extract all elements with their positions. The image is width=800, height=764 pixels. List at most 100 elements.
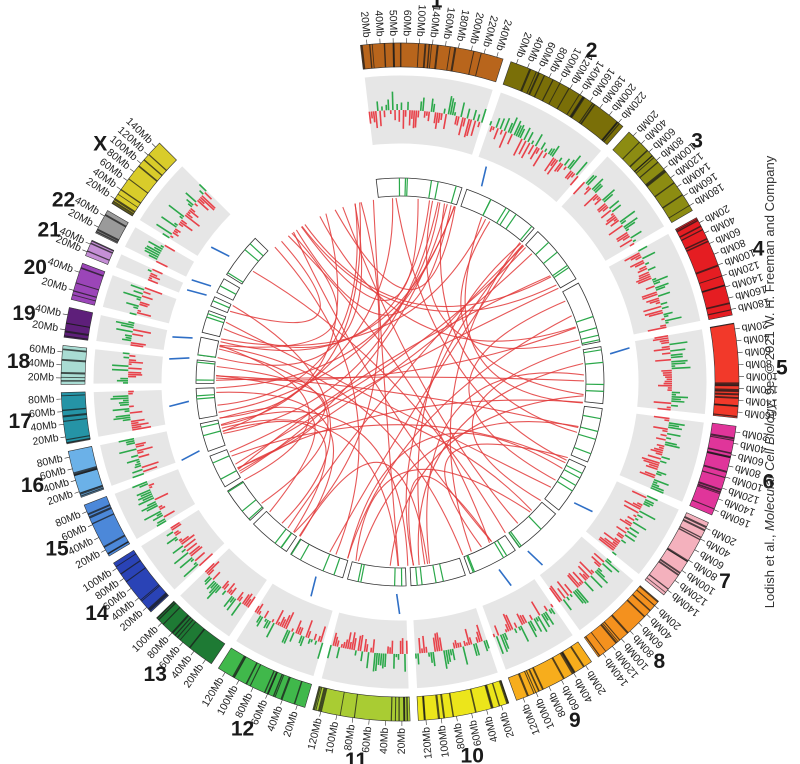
tick-label: 60Mb [737, 451, 765, 468]
cn-bar [583, 187, 592, 196]
cn-bar [460, 102, 466, 118]
cytoband [120, 559, 141, 575]
cytoband [528, 72, 540, 96]
cn-bar [637, 277, 652, 285]
cytoband [148, 153, 167, 171]
cytoband [428, 44, 433, 69]
inner-mark [212, 300, 230, 309]
cn-bar [136, 298, 141, 301]
tick-mark [700, 538, 706, 542]
tick-mark [82, 511, 87, 514]
cn-bar [120, 324, 134, 329]
inner-mark [357, 563, 363, 582]
chr-label-X: X [93, 133, 107, 156]
cn-bar [454, 115, 458, 125]
cn-bar [366, 652, 370, 669]
cn-bar [477, 121, 481, 128]
tick-mark [640, 139, 645, 145]
cn-bar [370, 111, 373, 119]
chr-label-14: 14 [85, 602, 109, 625]
cytoband [666, 547, 689, 562]
cn-bar [495, 636, 504, 655]
tick-mark [85, 241, 91, 245]
cn-bar [513, 628, 518, 634]
cytoband [73, 466, 97, 475]
tick-labels: 20Mb 40Mb 50Mb 60Mb 100Mb 140Mb160Mb180Mb200M… [28, 4, 779, 759]
cn-bar [442, 113, 448, 130]
cytoband [157, 602, 177, 621]
cn-bar [519, 128, 526, 139]
cn-bar [119, 448, 137, 455]
cn-bar [669, 341, 688, 346]
cytoband [635, 157, 655, 174]
tick-mark [265, 693, 268, 699]
cytoband [697, 485, 721, 495]
tick-mark [733, 443, 739, 445]
cn-bar [295, 620, 302, 634]
tick-label: 60Mb [744, 344, 771, 358]
cn-bar [136, 311, 152, 317]
cn-bar [610, 212, 615, 217]
cytoband [95, 230, 119, 243]
link-chord [342, 206, 519, 524]
tick-mark [351, 717, 354, 723]
cn-bar [319, 626, 327, 643]
cn-bar [317, 635, 321, 642]
cytoband [280, 676, 291, 700]
link-chord [426, 200, 580, 349]
tick-mark [709, 241, 715, 244]
cn-bar [116, 328, 133, 333]
inner-mark [585, 390, 604, 392]
cn-bar [159, 505, 166, 511]
cytoband [293, 681, 303, 705]
cytoband [245, 662, 258, 685]
cn-bar [179, 535, 190, 544]
cn-bar [299, 627, 304, 636]
tick-mark [190, 651, 195, 656]
cn-bar [623, 217, 638, 228]
cn-bar [507, 122, 514, 133]
inner-mark [505, 213, 517, 230]
cn-bar [135, 444, 145, 448]
cytoband [140, 584, 160, 601]
cn-bar [671, 398, 681, 401]
link-chord [219, 346, 464, 556]
cn-bar [208, 583, 219, 594]
tick-label: 100Mb [746, 370, 778, 383]
tick-mark [725, 476, 731, 479]
cn-bar [644, 261, 650, 266]
tick-label: 40Mb [30, 419, 58, 434]
cn-bar [634, 261, 645, 268]
cn-bar [630, 230, 642, 239]
link-chord [439, 203, 578, 433]
cn-bar [148, 240, 163, 250]
cytoband [434, 44, 439, 70]
cn-bar [372, 639, 376, 653]
cn-bar [659, 460, 667, 464]
cn-bar [204, 577, 213, 586]
cytoband [631, 593, 651, 612]
link-chord [219, 406, 316, 513]
tick-mark [250, 687, 254, 693]
tick-mark [222, 672, 226, 677]
cn-bar [137, 450, 144, 454]
cn-bar [548, 609, 553, 614]
cn-bar [656, 470, 667, 476]
cytoband [416, 43, 420, 68]
cn-bar [204, 576, 211, 583]
cn-bar [492, 633, 496, 638]
cn-bar [374, 652, 378, 671]
cytoband [706, 450, 731, 459]
cn-bar [570, 172, 576, 178]
cn-bar [223, 595, 233, 608]
cn-bar [520, 142, 531, 159]
chr-label-15: 15 [45, 538, 69, 561]
cn-bar [440, 113, 443, 121]
cytoband [698, 481, 722, 491]
cn-bar [452, 642, 456, 649]
chr-X-track [138, 164, 232, 258]
cytoband [469, 688, 477, 713]
cytoband [249, 664, 262, 687]
inner-mark [394, 567, 396, 586]
cn-bar [527, 131, 534, 143]
